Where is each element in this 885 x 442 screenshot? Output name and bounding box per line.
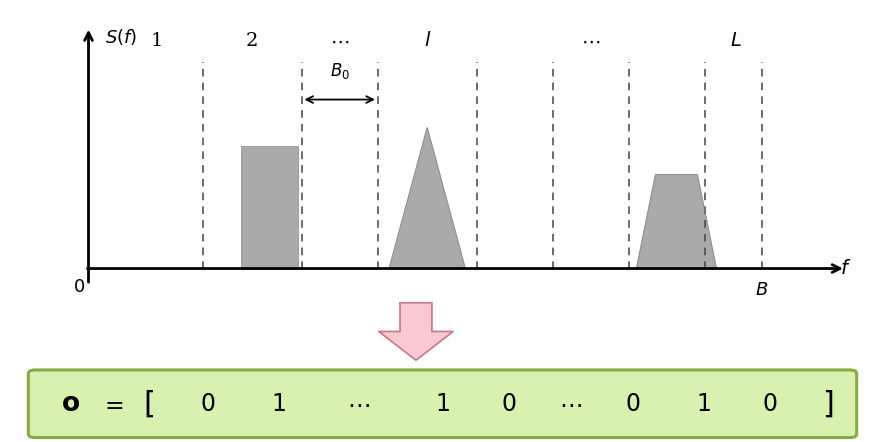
Text: 0: 0	[201, 392, 215, 416]
Polygon shape	[389, 128, 466, 269]
Text: 0: 0	[763, 392, 777, 416]
Text: $l$: $l$	[424, 31, 431, 50]
Text: 2: 2	[246, 32, 258, 50]
Text: 0: 0	[502, 392, 516, 416]
FancyBboxPatch shape	[28, 370, 857, 438]
Text: $\cdots$: $\cdots$	[559, 392, 582, 416]
Text: 1: 1	[272, 392, 286, 416]
Text: 1: 1	[150, 32, 163, 50]
Text: 0: 0	[626, 392, 640, 416]
Text: $\cdots$: $\cdots$	[330, 31, 350, 50]
Text: 1: 1	[696, 392, 711, 416]
Text: $\cdots$: $\cdots$	[347, 392, 370, 416]
Text: $f$: $f$	[841, 259, 851, 278]
Text: $B_0$: $B_0$	[329, 61, 350, 81]
Text: $L$: $L$	[729, 32, 742, 50]
Text: $[$: $[$	[143, 389, 154, 419]
Text: $\cdots$: $\cdots$	[581, 31, 600, 50]
Text: $\mathbf{o}$: $\mathbf{o}$	[61, 391, 81, 417]
Bar	[241, 146, 297, 269]
Text: $0$: $0$	[73, 278, 85, 296]
Polygon shape	[636, 175, 717, 269]
Text: $]$: $]$	[822, 389, 833, 419]
Text: 1: 1	[435, 392, 450, 416]
Text: $B$: $B$	[756, 282, 769, 299]
Polygon shape	[379, 303, 453, 360]
Text: $=$: $=$	[101, 392, 124, 416]
Text: $S(f)$: $S(f)$	[105, 27, 137, 47]
